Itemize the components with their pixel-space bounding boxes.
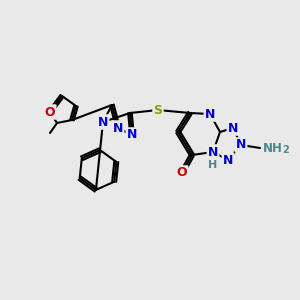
Text: NH: NH (263, 142, 283, 154)
Text: N: N (208, 146, 218, 158)
Text: O: O (177, 167, 187, 179)
Text: N: N (205, 107, 215, 121)
Text: N: N (223, 154, 233, 166)
Text: N: N (113, 122, 123, 134)
Text: N: N (98, 116, 108, 128)
Text: N: N (228, 122, 238, 134)
Text: H: H (208, 160, 217, 170)
Text: N: N (236, 139, 246, 152)
Text: 2: 2 (282, 145, 289, 155)
Text: N: N (127, 128, 137, 142)
Text: S: S (154, 103, 163, 116)
Text: O: O (45, 106, 55, 118)
